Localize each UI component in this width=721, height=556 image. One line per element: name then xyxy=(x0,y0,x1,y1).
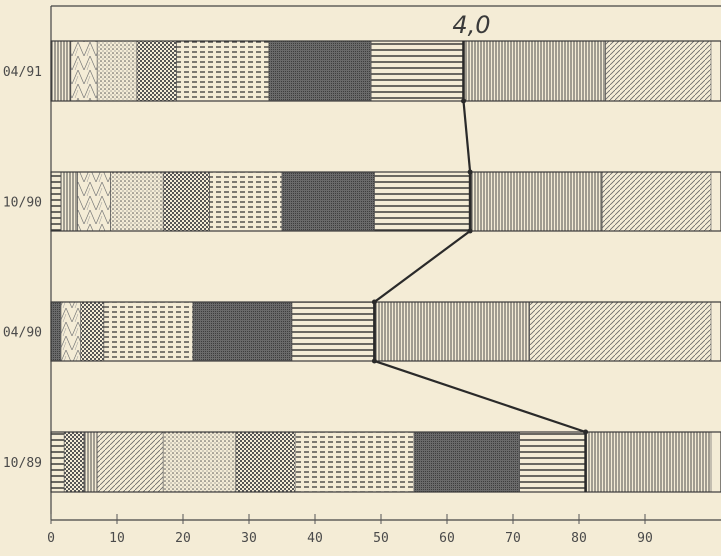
bar-segment xyxy=(235,431,296,493)
bars-layer xyxy=(50,40,721,493)
bar-segment xyxy=(80,301,105,362)
x-tick-label: 10 xyxy=(109,531,125,546)
bar-group xyxy=(50,40,721,102)
bar-segment xyxy=(370,40,464,102)
bar-outline xyxy=(50,171,721,232)
bar-segment xyxy=(601,171,712,232)
x-tick-label: 70 xyxy=(505,531,521,546)
bar-outline xyxy=(50,40,721,102)
bar-segment xyxy=(77,171,111,232)
bar-segment xyxy=(136,40,177,102)
bar-segment xyxy=(110,171,164,232)
x-tick-label: 0 xyxy=(47,531,55,546)
bar-outline xyxy=(50,301,721,362)
bar-segment xyxy=(50,431,65,493)
bar-segment xyxy=(103,301,194,362)
connector-link xyxy=(374,359,586,434)
connector-dot xyxy=(467,169,473,175)
bar-segment xyxy=(281,171,375,232)
x-tick-label: 20 xyxy=(175,531,191,546)
bar-segment xyxy=(60,171,78,232)
category-label: 10/89 xyxy=(3,456,42,471)
connector-dot xyxy=(371,299,377,305)
bar-segment xyxy=(50,171,62,232)
connector-link xyxy=(462,100,472,173)
connector-dot xyxy=(371,358,377,364)
x-tick-label: 90 xyxy=(637,531,653,546)
x-axis: 0 10 20 30 40 50 60 70 80 90 xyxy=(47,514,653,546)
x-tick-label: 40 xyxy=(307,531,323,546)
bar-segment xyxy=(60,301,82,362)
x-tick-label: 50 xyxy=(373,531,389,546)
connector-layer xyxy=(371,41,589,492)
bar-segment xyxy=(585,431,712,493)
bar-segment xyxy=(413,431,520,493)
bar-segment xyxy=(529,301,712,362)
connector-dot xyxy=(467,228,473,234)
bar-segment xyxy=(162,431,237,493)
bar-segment xyxy=(374,301,530,362)
bar-segment xyxy=(192,301,293,362)
bar-group xyxy=(50,431,721,493)
bar-segment xyxy=(83,431,98,493)
connector-dot xyxy=(583,429,589,435)
category-label: 04/90 xyxy=(3,326,42,341)
x-tick-label: 30 xyxy=(241,531,257,546)
bar-segment xyxy=(463,40,606,102)
bar-segment xyxy=(96,431,164,493)
x-tick-label: 80 xyxy=(571,531,587,546)
annotation-label: 4,0 xyxy=(452,11,490,39)
bar-segment xyxy=(291,301,375,362)
bar-segment xyxy=(50,40,72,102)
bar-segment xyxy=(374,171,471,232)
connector-dot xyxy=(461,98,466,104)
bar-segment xyxy=(209,171,283,232)
bar-segment xyxy=(50,301,62,362)
bar-segment xyxy=(605,40,712,102)
bar-segment xyxy=(162,171,210,232)
bar-segment xyxy=(96,40,138,102)
connector-link xyxy=(373,230,471,303)
category-label: 04/91 xyxy=(3,65,42,80)
bar-segment xyxy=(70,40,98,102)
x-tick-label: 60 xyxy=(439,531,455,546)
bar-outline xyxy=(50,431,721,493)
bar-segment xyxy=(294,431,415,493)
bar-group xyxy=(50,171,721,232)
category-labels: 04/91 10/90 04/90 10/89 xyxy=(3,65,42,471)
bar-segment xyxy=(63,431,85,493)
bar-segment xyxy=(176,40,270,102)
bar-segment xyxy=(469,171,603,232)
bar-segment xyxy=(268,40,372,102)
category-label: 10/90 xyxy=(3,196,42,211)
bar-segment xyxy=(519,431,586,493)
bar-group xyxy=(50,301,721,362)
